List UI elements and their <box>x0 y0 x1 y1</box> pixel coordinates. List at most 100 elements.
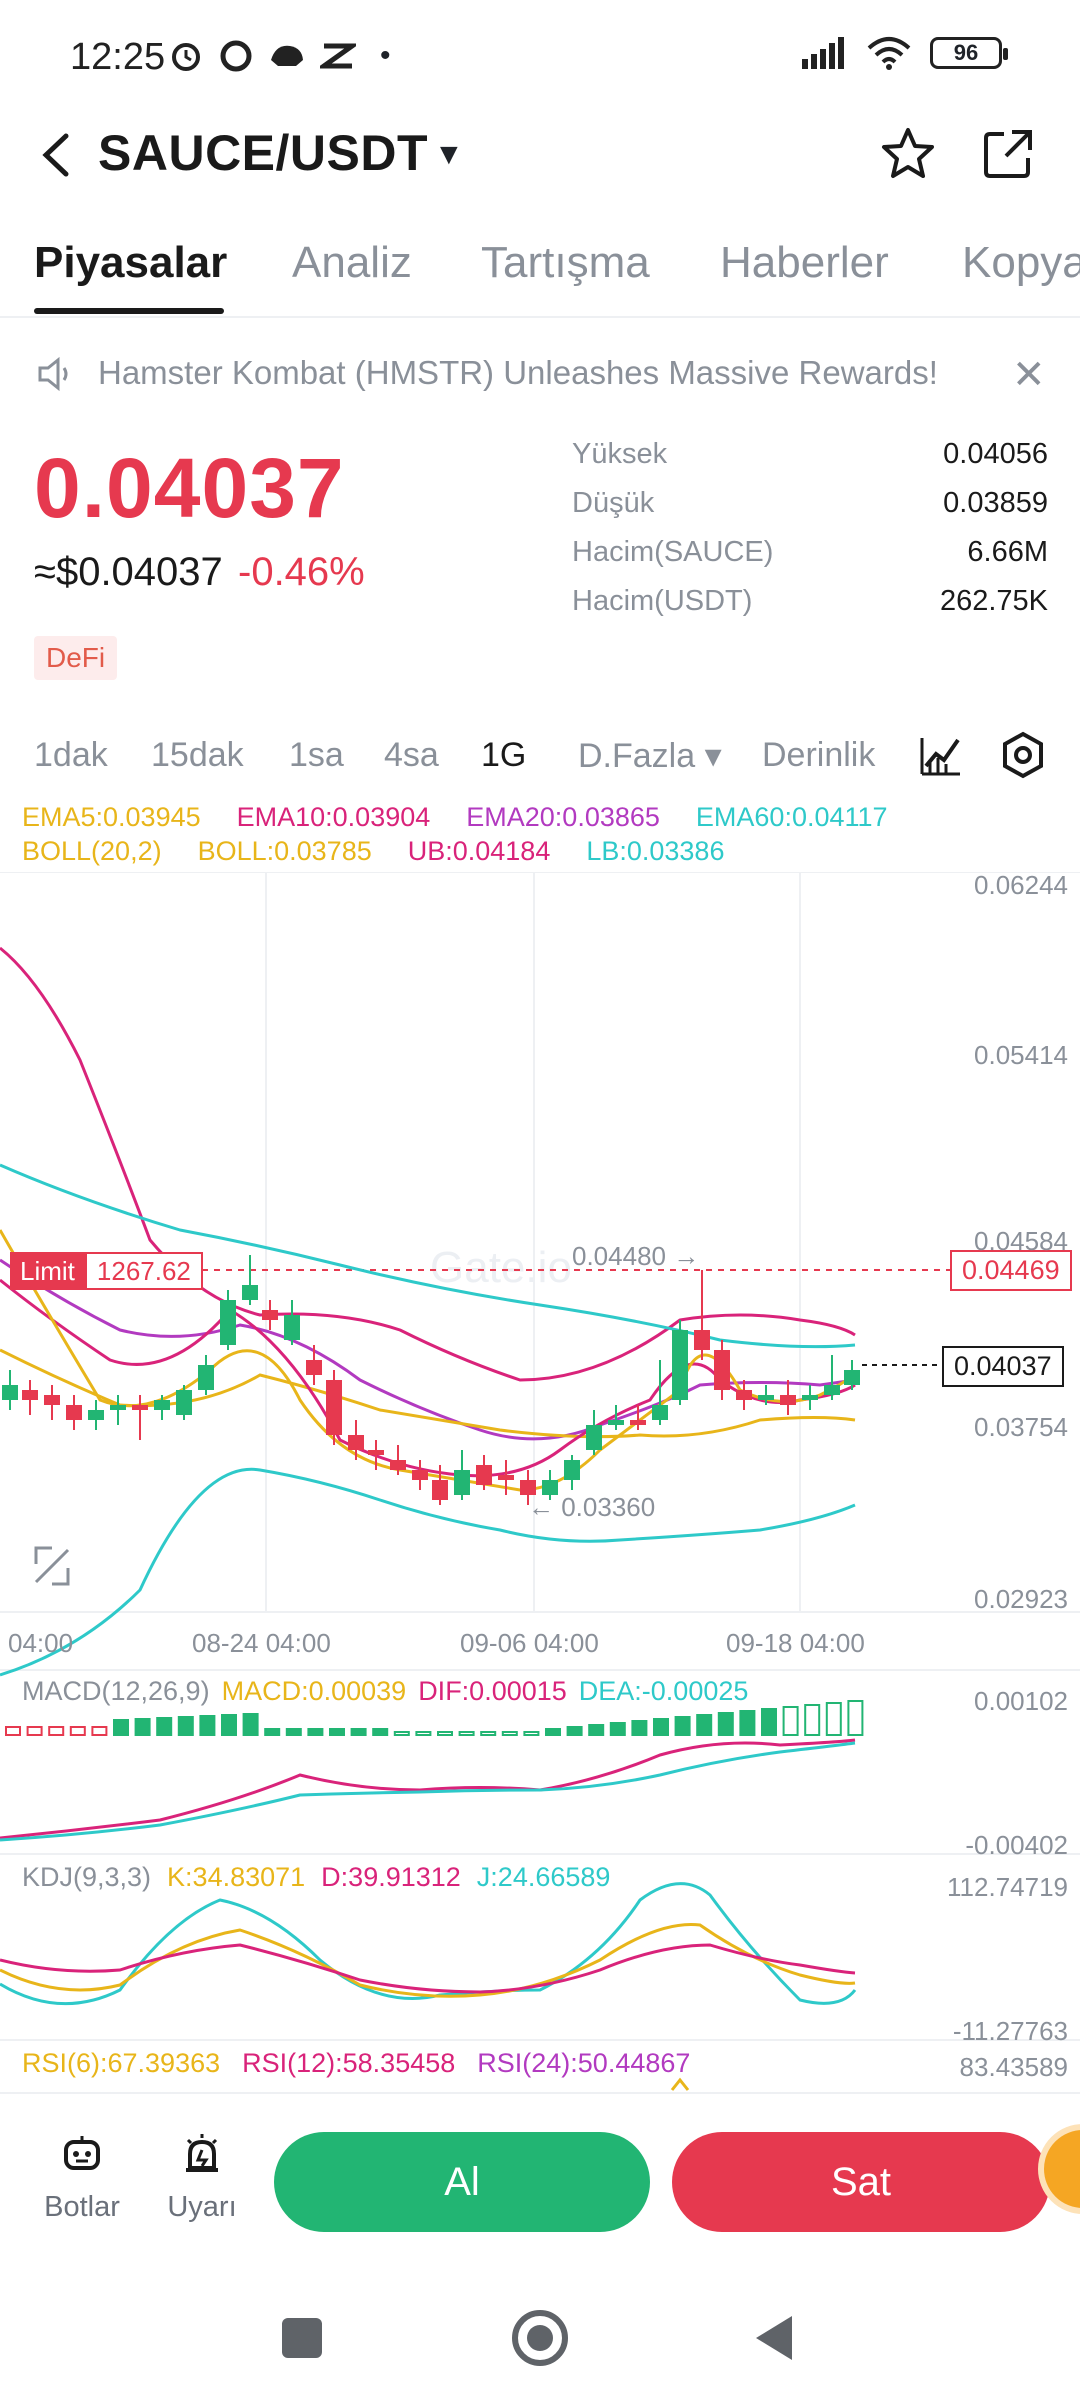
alerts-button[interactable]: Uyarı <box>160 2130 244 2224</box>
candle-body <box>714 1350 730 1390</box>
tab-haberler[interactable]: Haberler <box>720 238 889 287</box>
macd-value: MACD:0.00039 <box>221 1676 407 1706</box>
rsi-legend: RSI(6):67.39363 RSI(12):58.35458 RSI(24):5… <box>22 2048 726 2079</box>
candle-body <box>66 1405 82 1420</box>
stat-row-volume-usdt: Hacim(USDT) 262.75K <box>572 577 1048 626</box>
boll-lower-line <box>0 1467 856 1677</box>
app-notification-icon <box>220 40 252 72</box>
macd-bar <box>307 1728 324 1736</box>
candle-body <box>44 1395 60 1405</box>
y-axis-label: 0.03754 <box>974 1412 1068 1442</box>
macd-bar <box>631 1720 648 1736</box>
y-axis-label: 0.02923 <box>974 1584 1068 1614</box>
alarm-bell-icon <box>186 2134 218 2172</box>
active-tab-indicator <box>34 308 224 314</box>
category-tag[interactable]: DeFi <box>34 636 118 680</box>
caret-down-icon[interactable]: ▼ <box>434 138 464 171</box>
macd-dif-line <box>0 1738 856 1840</box>
fullscreen-icon <box>34 1546 70 1586</box>
interval-15m[interactable]: 15dak <box>151 736 244 774</box>
macd-bar <box>825 1702 842 1736</box>
macd-bar <box>847 1700 864 1736</box>
ema10-value: EMA10:0.03904 <box>236 802 431 832</box>
macd-bar <box>221 1714 237 1736</box>
recents-button[interactable] <box>282 2318 322 2358</box>
interval-more[interactable]: D.Fazla ▾ <box>578 737 722 775</box>
candle-body <box>454 1470 470 1495</box>
pair-selector[interactable]: SAUCE/USDT <box>98 125 429 181</box>
sell-button[interactable]: Sat <box>672 2132 1050 2232</box>
candle-body <box>348 1435 364 1450</box>
rsi6-value: RSI(6):67.39363 <box>22 2048 221 2078</box>
system-back-button[interactable] <box>756 2316 792 2360</box>
back-button[interactable] <box>28 128 82 182</box>
macd-bar <box>804 1704 821 1736</box>
candle-body <box>780 1395 796 1405</box>
candle-body <box>176 1390 192 1415</box>
boll-lb-value: LB:0.03386 <box>586 836 725 866</box>
candle-body <box>824 1385 840 1395</box>
macd-bar <box>566 1726 583 1736</box>
macd-bar <box>113 1719 129 1736</box>
macd-bar <box>437 1731 453 1736</box>
stat-label: Hacim(USDT) <box>572 585 753 617</box>
market-stats: Yüksek 0.04056 Düşük 0.03859 Hacim(SAUCE) 6… <box>572 430 1048 626</box>
bots-button[interactable]: Botlar <box>34 2130 130 2224</box>
stat-value: 0.04056 <box>943 438 1048 470</box>
tab-kopya[interactable]: Kopya <box>962 238 1080 287</box>
interval-4h[interactable]: 4sa <box>384 736 439 774</box>
macd-axis-label: 0.00102 <box>974 1686 1068 1716</box>
favorite-button[interactable] <box>878 124 938 184</box>
candle-body <box>736 1390 752 1400</box>
ema60-line <box>0 1163 856 1349</box>
candle-body <box>630 1420 646 1425</box>
stat-label: Yüksek <box>572 438 668 470</box>
depth-tab[interactable]: Derinlik <box>762 736 876 774</box>
buy-button[interactable]: Al <box>274 2132 650 2232</box>
candle-body <box>608 1420 624 1425</box>
stat-value: 0.03859 <box>943 487 1048 519</box>
macd-bar <box>782 1706 799 1736</box>
interval-1h[interactable]: 1sa <box>289 736 344 774</box>
macd-axis-label: -0.00402 <box>965 1830 1068 1860</box>
interval-1d[interactable]: 1G <box>481 736 527 774</box>
interval-1m[interactable]: 1dak <box>34 736 108 774</box>
share-button[interactable] <box>978 124 1038 184</box>
candle-body <box>88 1410 104 1420</box>
candlestick-chart[interactable]: Gate.io 0.04480 → ← 0.03360 <box>0 872 1080 2092</box>
candle-body <box>198 1365 214 1390</box>
tab-tartisma[interactable]: Tartışma <box>481 238 650 287</box>
limit-price-tag: 0.04469 <box>950 1250 1072 1291</box>
macd-bar <box>653 1718 669 1736</box>
indicator-icon[interactable] <box>916 730 966 780</box>
candle-body <box>284 1315 300 1340</box>
kdj-d-line <box>0 1943 856 1994</box>
settings-icon[interactable] <box>998 730 1048 780</box>
announcement-text[interactable]: Hamster Kombat (HMSTR) Unleashes Massive… <box>98 354 938 391</box>
home-button[interactable] <box>512 2310 568 2366</box>
limit-order-badge[interactable]: Limit 1267.62 <box>10 1252 203 1290</box>
boll-value: BOLL:0.03785 <box>197 836 372 866</box>
candle-body <box>586 1425 602 1450</box>
game-notification-icon <box>271 45 303 66</box>
status-time: 12:25 <box>70 36 166 78</box>
notification-icons: • <box>168 38 391 74</box>
alarm-icon <box>172 43 200 71</box>
tab-analiz[interactable]: Analiz <box>292 238 412 287</box>
usd-price: ≈$0.04037 <box>34 550 223 594</box>
alerts-label: Uyarı <box>167 2191 237 2223</box>
low-marker: ← 0.03360 <box>528 1492 655 1522</box>
candle-body <box>368 1450 384 1455</box>
tab-piyasalar[interactable]: Piyasalar <box>34 238 228 287</box>
candle-body <box>758 1395 774 1400</box>
ema-legend: EMA5:0.03945 EMA10:0.03904 EMA20:0.03865 EM… <box>22 802 924 833</box>
speaker-icon <box>38 356 68 392</box>
announcement-banner[interactable]: Hamster Kombat (HMSTR) Unleashes Massive… <box>0 330 1080 418</box>
candle-body <box>672 1330 688 1400</box>
stat-value: 6.66M <box>967 536 1048 568</box>
close-icon[interactable]: ✕ <box>1012 353 1046 397</box>
macd-bar <box>415 1731 432 1736</box>
macd-bar <box>5 1726 21 1736</box>
back-arrow-icon <box>42 133 69 177</box>
stat-label: Düşük <box>572 487 655 519</box>
